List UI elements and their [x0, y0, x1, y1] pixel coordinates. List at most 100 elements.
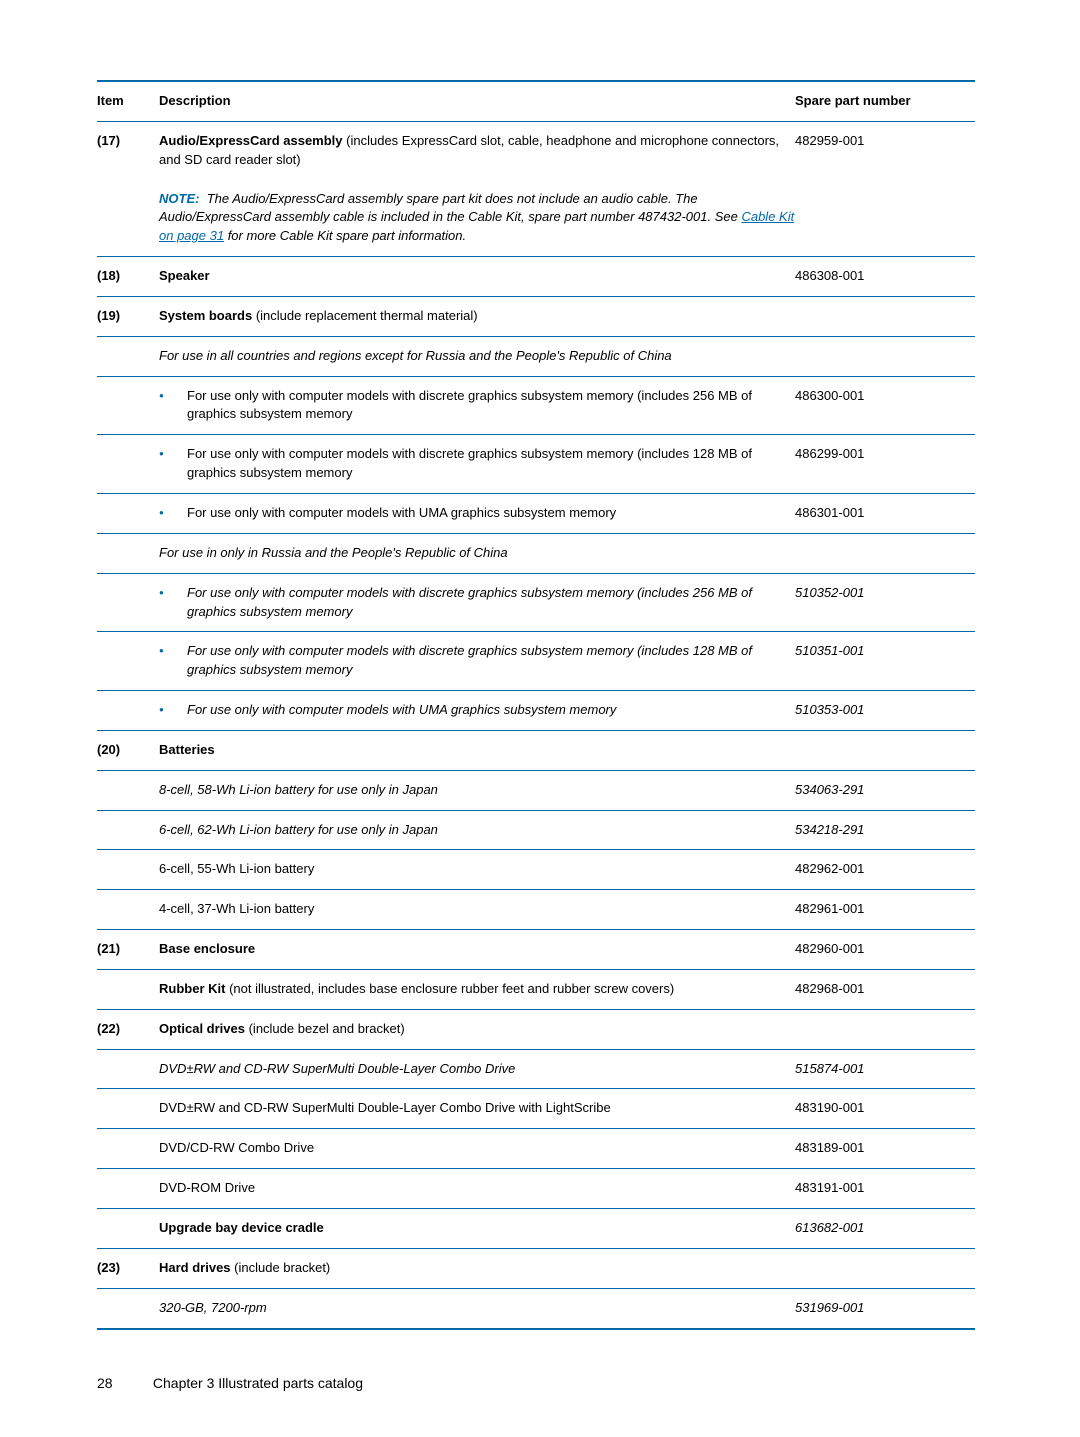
part-number: 510353-001 [795, 691, 975, 731]
description-cell: 4-cell, 37-Wh Li-ion battery [159, 890, 795, 930]
table-row: 320-GB, 7200-rpm 531969-001 [97, 1288, 975, 1328]
row-title-rest: (include bezel and bracket) [245, 1021, 405, 1036]
table-row: (20) Batteries [97, 730, 975, 770]
bullet-item: For use only with computer models with d… [187, 387, 795, 425]
item-number: (17) [97, 121, 159, 179]
table-header-row: Item Description Spare part number [97, 81, 975, 121]
table-row: NOTE: The Audio/ExpressCard assembly spa… [97, 180, 975, 257]
table-row: DVD±RW and CD-RW SuperMulti Double-Layer… [97, 1049, 975, 1089]
item-number: (20) [97, 730, 159, 770]
table-row: DVD-ROM Drive 483191-001 [97, 1169, 975, 1209]
part-number: 486299-001 [795, 435, 975, 494]
description-cell: DVD±RW and CD-RW SuperMulti Double-Layer… [159, 1049, 795, 1089]
row-title-rest: (include bracket) [231, 1260, 331, 1275]
table-row: For use only with computer models with d… [97, 573, 975, 632]
part-number: 510351-001 [795, 632, 975, 691]
description-cell: 6-cell, 62-Wh Li-ion battery for use onl… [159, 810, 795, 850]
row-title: Optical drives [159, 1021, 245, 1036]
description-cell: DVD-ROM Drive [159, 1169, 795, 1209]
part-number: 482961-001 [795, 890, 975, 930]
description-cell: DVD±RW and CD-RW SuperMulti Double-Layer… [159, 1089, 795, 1129]
table-row: For use in all countries and regions exc… [97, 336, 975, 376]
table-row: For use only with computer models with U… [97, 493, 975, 533]
part-number: 483190-001 [795, 1089, 975, 1129]
region-note: For use in all countries and regions exc… [159, 336, 795, 376]
part-number: 534063-291 [795, 770, 975, 810]
row-title: Hard drives [159, 1260, 231, 1275]
description-cell: Speaker [159, 257, 795, 297]
table-row: 6-cell, 62-Wh Li-ion battery for use onl… [97, 810, 975, 850]
part-number: 483189-001 [795, 1129, 975, 1169]
row-title-rest: (not illustrated, includes base enclosur… [225, 981, 674, 996]
table-row: (23) Hard drives (include bracket) [97, 1248, 975, 1288]
bullet-item: For use only with computer models with U… [187, 701, 795, 720]
table-row: Upgrade bay device cradle 613682-001 [97, 1209, 975, 1249]
bullet-item: For use only with computer models with d… [187, 445, 795, 483]
page-number: 28 [97, 1375, 149, 1391]
table-row: DVD±RW and CD-RW SuperMulti Double-Layer… [97, 1089, 975, 1129]
description-cell: Upgrade bay device cradle [159, 1209, 795, 1249]
row-title: Batteries [159, 730, 795, 770]
table-row: 8-cell, 58-Wh Li-ion battery for use onl… [97, 770, 975, 810]
part-number: 482962-001 [795, 850, 975, 890]
table-row: (18) Speaker 486308-001 [97, 257, 975, 297]
description-cell: For use only with computer models with d… [159, 376, 795, 435]
page-footer: 28 Chapter 3 Illustrated parts catalog [97, 1375, 363, 1391]
bullet-item: For use only with computer models with d… [187, 584, 795, 622]
note-label: NOTE: [159, 191, 199, 206]
table-row: (17) Audio/ExpressCard assembly (include… [97, 121, 975, 179]
row-title: Rubber Kit [159, 981, 225, 996]
header-description: Description [159, 81, 795, 121]
part-number: 531969-001 [795, 1288, 975, 1328]
note-text-pre: The Audio/ExpressCard assembly spare par… [159, 191, 741, 225]
part-number: 482959-001 [795, 121, 975, 179]
row-title: Base enclosure [159, 930, 795, 970]
table-row: (21) Base enclosure 482960-001 [97, 930, 975, 970]
table-row: For use only with computer models with d… [97, 435, 975, 494]
note-cell: NOTE: The Audio/ExpressCard assembly spa… [159, 180, 795, 257]
description-cell: 6-cell, 55-Wh Li-ion battery [159, 850, 795, 890]
table-row: For use only with computer models with d… [97, 632, 975, 691]
description-cell: System boards (include replacement therm… [159, 296, 795, 336]
table-row: 4-cell, 37-Wh Li-ion battery 482961-001 [97, 890, 975, 930]
parts-table: Item Description Spare part number (17) … [97, 80, 975, 1330]
part-number: 482968-001 [795, 969, 975, 1009]
table-row: DVD/CD-RW Combo Drive 483189-001 [97, 1129, 975, 1169]
table-row: For use only with computer models with d… [97, 376, 975, 435]
part-number: 486308-001 [795, 257, 975, 297]
description-cell: DVD/CD-RW Combo Drive [159, 1129, 795, 1169]
item-number: (22) [97, 1009, 159, 1049]
part-number: 486301-001 [795, 493, 975, 533]
item-number: (18) [97, 257, 159, 297]
part-number: 534218-291 [795, 810, 975, 850]
table-row: (22) Optical drives (include bezel and b… [97, 1009, 975, 1049]
part-number: 510352-001 [795, 573, 975, 632]
description-cell: 320-GB, 7200-rpm [159, 1288, 795, 1328]
page: Item Description Spare part number (17) … [0, 0, 1080, 1437]
table-row: For use only with computer models with U… [97, 691, 975, 731]
item-number: (21) [97, 930, 159, 970]
table-row: Rubber Kit (not illustrated, includes ba… [97, 969, 975, 1009]
bullet-item: For use only with computer models with U… [187, 504, 795, 523]
part-number: 482960-001 [795, 930, 975, 970]
description-cell: Optical drives (include bezel and bracke… [159, 1009, 795, 1049]
chapter-title: Chapter 3 Illustrated parts catalog [153, 1375, 363, 1391]
row-title: Audio/ExpressCard assembly [159, 133, 343, 148]
row-title-rest: (include replacement thermal material) [252, 308, 477, 323]
item-number: (23) [97, 1248, 159, 1288]
description-cell: Hard drives (include bracket) [159, 1248, 795, 1288]
description-cell: 8-cell, 58-Wh Li-ion battery for use onl… [159, 770, 795, 810]
table-row: (19) System boards (include replacement … [97, 296, 975, 336]
part-number: 613682-001 [795, 1209, 975, 1249]
description-cell: Audio/ExpressCard assembly (includes Exp… [159, 121, 795, 179]
table-row: 6-cell, 55-Wh Li-ion battery 482962-001 [97, 850, 975, 890]
row-title: System boards [159, 308, 252, 323]
header-sparepart: Spare part number [795, 81, 975, 121]
item-number: (19) [97, 296, 159, 336]
part-number: 515874-001 [795, 1049, 975, 1089]
header-item: Item [97, 81, 159, 121]
description-cell: Rubber Kit (not illustrated, includes ba… [159, 969, 795, 1009]
table-row: For use in only in Russia and the People… [97, 533, 975, 573]
part-number: 486300-001 [795, 376, 975, 435]
note-text-post: for more Cable Kit spare part informatio… [224, 228, 466, 243]
